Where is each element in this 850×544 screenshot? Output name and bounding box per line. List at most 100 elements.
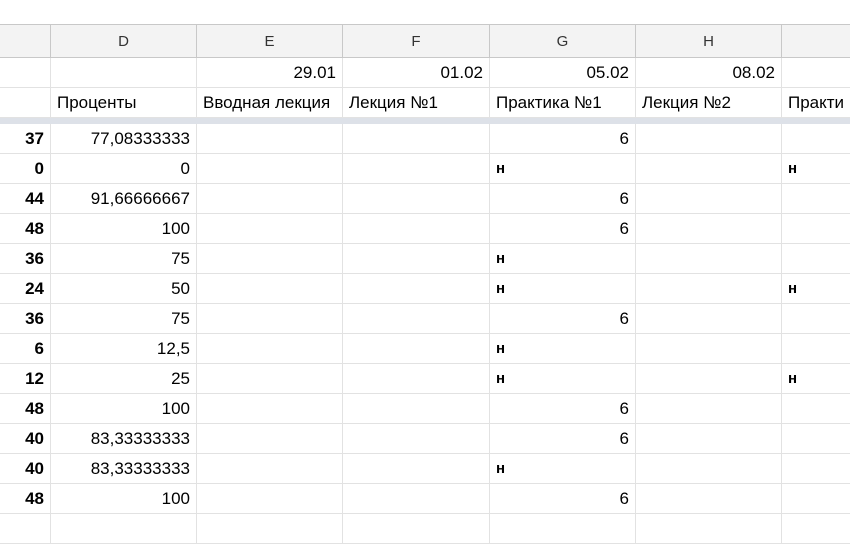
title-row-cell[interactable]: Вводная лекция: [197, 88, 343, 117]
table-row-cell[interactable]: 48: [0, 484, 51, 513]
spreadsheet-grid[interactable]: D E F G H 29.01 01.02 05.02 08.02 Проценты Вводная…: [0, 24, 850, 544]
table-row-cell[interactable]: 6: [490, 304, 636, 333]
table-row-cell[interactable]: [197, 154, 343, 183]
table-row-cell[interactable]: [782, 424, 850, 453]
column-header-row-cell[interactable]: [0, 25, 51, 57]
table-row-cell[interactable]: н: [490, 334, 636, 363]
table-row-cell[interactable]: 12: [0, 364, 51, 393]
table-row-cell[interactable]: [197, 334, 343, 363]
date-row-cell[interactable]: 05.02: [490, 58, 636, 87]
table-row-cell[interactable]: [343, 214, 490, 243]
table-row-cell[interactable]: [636, 394, 782, 423]
table-row-cell[interactable]: [782, 334, 850, 363]
table-row-cell[interactable]: 6: [490, 484, 636, 513]
table-row-cell[interactable]: 100: [51, 484, 197, 513]
title-row-cell[interactable]: Лекция №1: [343, 88, 490, 117]
table-row-cell[interactable]: [343, 394, 490, 423]
table-row-cell[interactable]: 12,5: [51, 334, 197, 363]
column-header-row-cell[interactable]: G: [490, 25, 636, 57]
table-row-cell[interactable]: н: [490, 364, 636, 393]
table-row-cell[interactable]: 40: [0, 454, 51, 483]
table-row-cell[interactable]: [197, 394, 343, 423]
table-row-cell[interactable]: [343, 304, 490, 333]
table-row-cell[interactable]: [636, 184, 782, 213]
date-row-cell[interactable]: 01.02: [343, 58, 490, 87]
title-row-cell[interactable]: [0, 88, 51, 117]
table-row-cell[interactable]: 24: [0, 274, 51, 303]
table-row-cell[interactable]: [636, 124, 782, 153]
title-row-cell[interactable]: Лекция №2: [636, 88, 782, 117]
table-row-cell[interactable]: [343, 454, 490, 483]
column-header-row-cell[interactable]: F: [343, 25, 490, 57]
table-row-cell[interactable]: н: [788, 370, 798, 387]
table-row-cell[interactable]: [197, 454, 343, 483]
table-row-cell[interactable]: 36: [0, 304, 51, 333]
table-row-cell[interactable]: 83,33333333: [51, 454, 197, 483]
table-row-cell[interactable]: [51, 514, 197, 543]
table-row-cell[interactable]: н: [490, 274, 636, 303]
table-row-cell[interactable]: 75: [51, 304, 197, 333]
table-row-cell[interactable]: [636, 484, 782, 513]
table-row-cell[interactable]: 37: [0, 124, 51, 153]
table-row-cell[interactable]: 75: [51, 244, 197, 273]
table-row-cell[interactable]: [343, 184, 490, 213]
table-row-cell[interactable]: 25: [51, 364, 197, 393]
table-row-cell[interactable]: [197, 214, 343, 243]
table-row-cell[interactable]: [782, 184, 850, 213]
table-row-cell[interactable]: [782, 304, 850, 333]
table-row-cell[interactable]: [636, 454, 782, 483]
table-row-cell[interactable]: [782, 244, 850, 273]
table-row-cell[interactable]: [343, 124, 490, 153]
table-row-cell[interactable]: 6: [490, 184, 636, 213]
table-row-cell[interactable]: 44: [0, 184, 51, 213]
table-row-cell[interactable]: [343, 364, 490, 393]
table-row-cell[interactable]: [197, 484, 343, 513]
table-row-cell[interactable]: [197, 184, 343, 213]
table-row-cell[interactable]: н: [490, 244, 636, 273]
table-row-cell[interactable]: [343, 274, 490, 303]
table-row-cell[interactable]: [782, 394, 850, 423]
table-row-cell[interactable]: [782, 214, 850, 243]
table-row-cell[interactable]: [343, 424, 490, 453]
table-row-cell[interactable]: [197, 364, 343, 393]
title-row-cell[interactable]: Практи: [788, 93, 845, 112]
table-row-cell[interactable]: [636, 304, 782, 333]
table-row-cell[interactable]: 40: [0, 424, 51, 453]
date-row-cell[interactable]: 08.02: [636, 58, 782, 87]
table-row-cell[interactable]: 50: [51, 274, 197, 303]
title-row-cell[interactable]: Практика №1: [490, 88, 636, 117]
table-row-cell[interactable]: [343, 484, 490, 513]
table-row-cell[interactable]: [197, 274, 343, 303]
column-header-row-cell[interactable]: H: [636, 25, 782, 57]
table-row-cell[interactable]: [0, 514, 51, 543]
table-row-cell[interactable]: н: [490, 154, 636, 183]
table-row-cell[interactable]: [636, 214, 782, 243]
table-row-cell[interactable]: [197, 244, 343, 273]
frozen-rows-divider[interactable]: [0, 118, 850, 124]
table-row-cell[interactable]: 6: [490, 214, 636, 243]
table-row-cell[interactable]: 36: [0, 244, 51, 273]
table-row-cell[interactable]: [343, 154, 490, 183]
table-row-cell[interactable]: [197, 124, 343, 153]
table-row-cell[interactable]: 0: [51, 154, 197, 183]
table-row-cell[interactable]: [343, 334, 490, 363]
table-row-cell[interactable]: 48: [0, 214, 51, 243]
table-row-cell[interactable]: [636, 274, 782, 303]
table-row-cell[interactable]: [197, 304, 343, 333]
table-row-cell[interactable]: 91,66666667: [51, 184, 197, 213]
table-row-cell[interactable]: [343, 244, 490, 273]
table-row-cell[interactable]: [782, 514, 850, 543]
table-row-cell[interactable]: 6: [0, 334, 51, 363]
table-row-cell[interactable]: [490, 514, 636, 543]
column-header-row-cell[interactable]: [782, 25, 850, 57]
table-row-cell[interactable]: 100: [51, 394, 197, 423]
table-row-cell[interactable]: [343, 514, 490, 543]
date-row-cell[interactable]: [782, 58, 850, 87]
table-row-cell[interactable]: [636, 244, 782, 273]
date-row-cell[interactable]: 29.01: [197, 58, 343, 87]
table-row-cell[interactable]: [782, 124, 850, 153]
table-row-cell[interactable]: 83,33333333: [51, 424, 197, 453]
table-row-cell[interactable]: [782, 454, 850, 483]
table-row-cell[interactable]: н: [788, 160, 798, 177]
table-row-cell[interactable]: [636, 514, 782, 543]
